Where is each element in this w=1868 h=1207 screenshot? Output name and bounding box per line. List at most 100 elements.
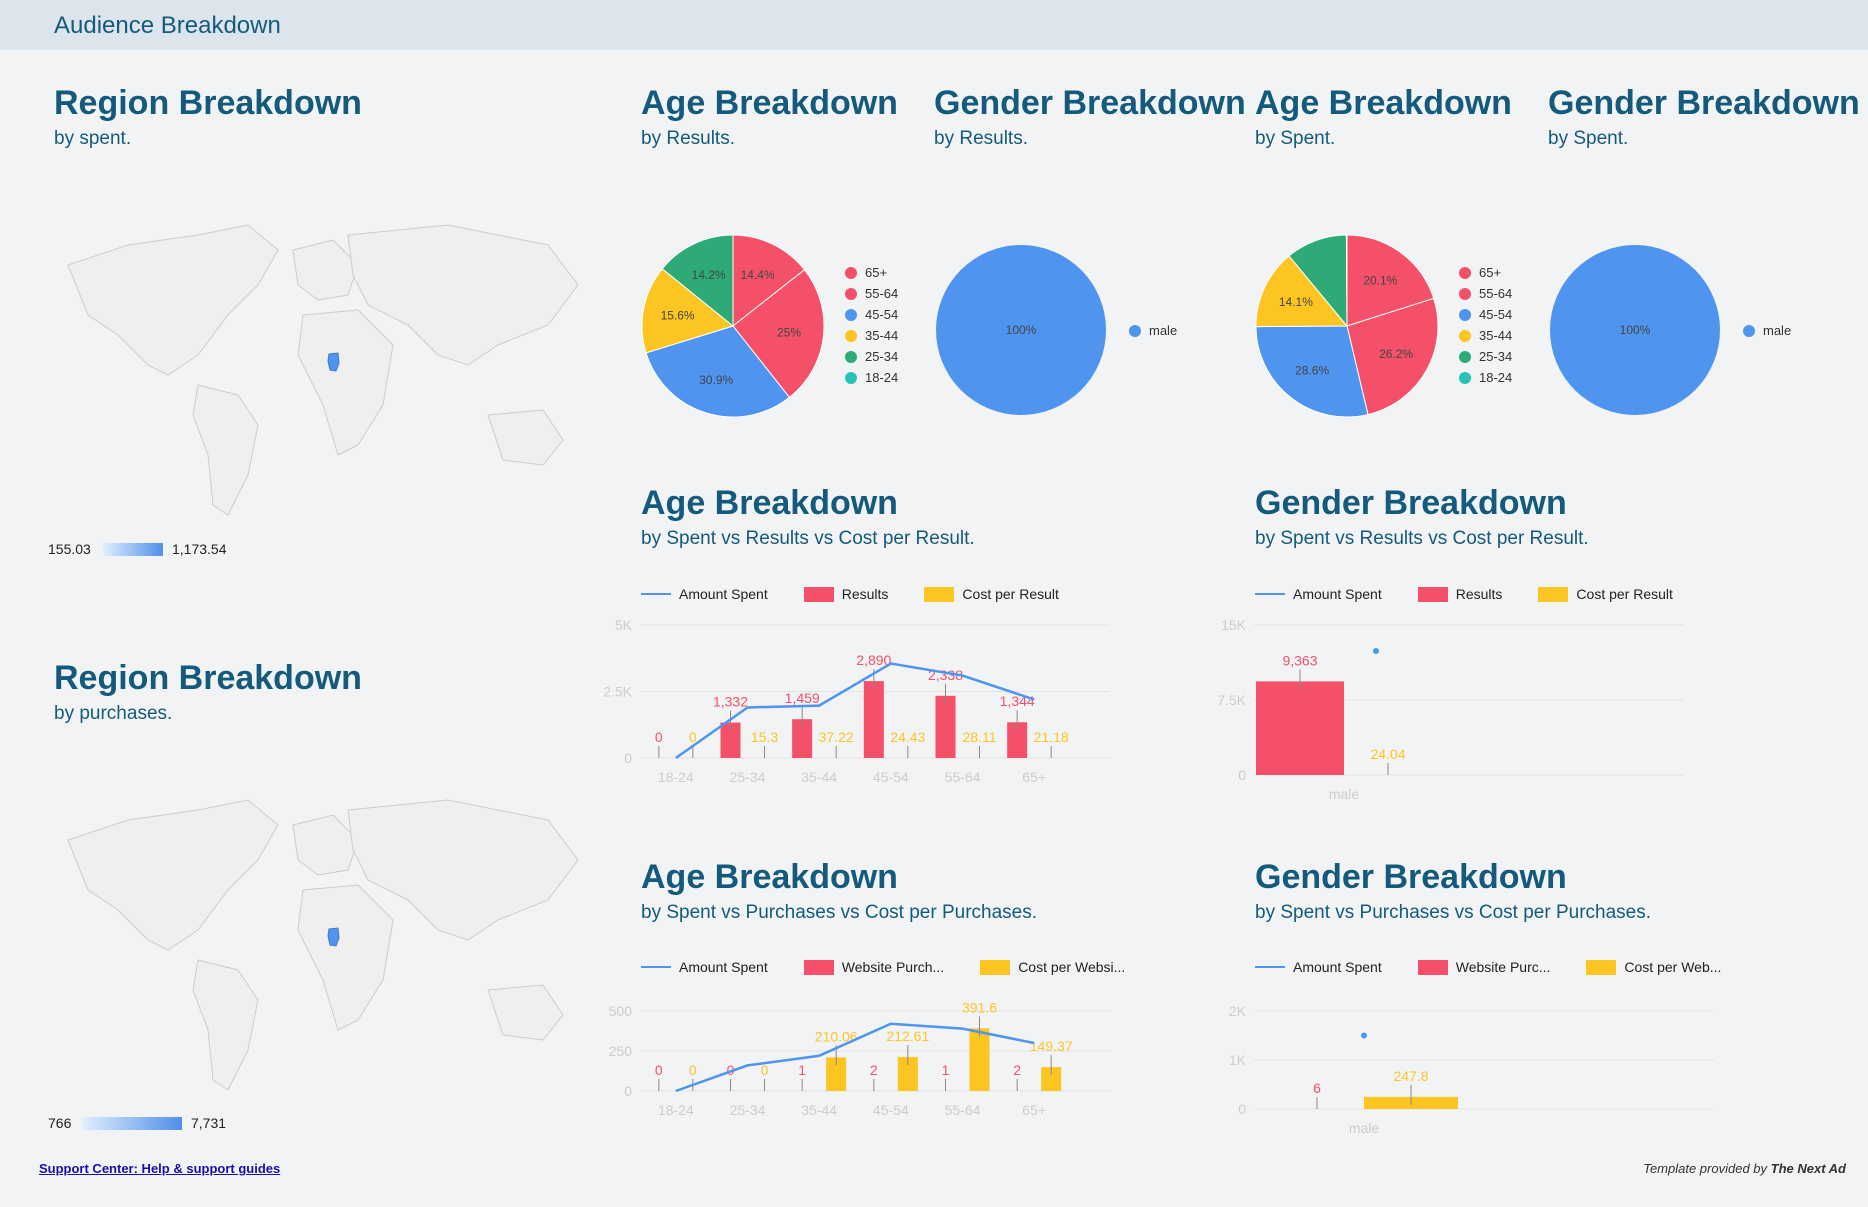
- pie-slice-25-34[interactable]: [661, 234, 734, 328]
- bar-secondary-55-64[interactable]: [969, 1028, 990, 1091]
- pie-slice-55-64[interactable]: [1346, 297, 1439, 416]
- pie-legend-item-55-64: 55-64: [845, 283, 898, 304]
- bar-secondary-35-44[interactable]: [826, 1057, 847, 1091]
- point-amount-spent[interactable]: [1373, 648, 1379, 654]
- pie-legend-label: 35-44: [865, 328, 899, 343]
- age-combo2-legend: Amount Spent Website Purch... Cost per W…: [641, 959, 1155, 975]
- spent-scale-min: 155.03: [48, 541, 91, 557]
- y-tick-label: 0: [624, 1083, 632, 1099]
- credit-brand: The Next Ad: [1770, 1161, 1846, 1176]
- x-tick-label: 65+: [1022, 769, 1046, 785]
- pie-legend-label: 18-24: [1479, 370, 1513, 385]
- data-label: 0: [689, 729, 697, 745]
- region-spent-title: Region Breakdown: [54, 84, 362, 122]
- pie-label-55-64: 26.2%: [1379, 347, 1413, 361]
- world-map-purchases[interactable]: [48, 780, 588, 1110]
- legend-amount-spent: Amount Spent: [1293, 586, 1382, 602]
- pie-gender-spent[interactable]: 100%: [1548, 243, 1722, 417]
- support-center-link[interactable]: Support Center: Help & support guides: [39, 1161, 281, 1176]
- legend-amount-spent: Amount Spent: [1293, 959, 1382, 975]
- pie-gender-results[interactable]: 100%: [934, 243, 1108, 417]
- pie-slice-male[interactable]: [936, 245, 1106, 415]
- gender-combo2-legend: Amount Spent Website Purc... Cost per We…: [1255, 959, 1751, 975]
- highlight-germany-shape: [327, 927, 340, 947]
- bar-primary-male[interactable]: [1256, 681, 1344, 775]
- gender-results-subtitle: by Results.: [934, 128, 1028, 149]
- pie-slice-65+[interactable]: [1346, 234, 1435, 327]
- data-label: 9,363: [1282, 652, 1317, 668]
- pie-gender-spent-legend: male: [1743, 320, 1791, 341]
- pie-label-55-64: 25%: [777, 326, 801, 340]
- legend-dot-icon: [1743, 324, 1755, 337]
- south-america-shape: [192, 384, 259, 516]
- x-tick-label: 55-64: [945, 769, 981, 785]
- x-tick-label: 18-24: [658, 1102, 694, 1118]
- data-label: 1: [942, 1062, 950, 1078]
- pie-legend-item-45-54: 45-54: [845, 304, 898, 325]
- pie-legend-label: 45-54: [1479, 307, 1513, 322]
- pie-label-65+: 20.1%: [1363, 273, 1397, 287]
- line-amount-spent[interactable]: [675, 1022, 1035, 1093]
- pie-label-35-44: 14.1%: [1279, 295, 1313, 309]
- data-label: 149.37: [1030, 1038, 1073, 1054]
- gender-combo1-legend: Amount Spent Results Cost per Result: [1255, 586, 1703, 602]
- pie-slice-35-44[interactable]: [1255, 255, 1349, 328]
- data-label: 212.61: [886, 1028, 929, 1044]
- pie-age-results[interactable]: 14.4% 25% 30.9% 15.6% 14.2%: [640, 233, 826, 419]
- australia-shape: [487, 984, 564, 1041]
- pie-slice-65+[interactable]: [732, 234, 806, 328]
- combo-gender-results-chart[interactable]: 15K 7.5K 0 male 9,363 24.04: [1194, 610, 1684, 802]
- pie-slice-35-44[interactable]: [641, 268, 735, 354]
- legend-amount-spent: Amount Spent: [679, 586, 768, 602]
- legend-dot-icon: [845, 287, 857, 300]
- legend-website-purchases: Website Purc...: [1455, 959, 1551, 975]
- purchases-scale-bar: [82, 1117, 182, 1130]
- bar-primary-35-44[interactable]: [792, 719, 813, 758]
- pie-age-spent[interactable]: 20.1% 26.2% 28.6% 14.1%: [1254, 233, 1440, 419]
- data-label: 0: [655, 729, 663, 745]
- y-tick-label: 7.5K: [1217, 692, 1246, 708]
- combo-gender-purchases-chart[interactable]: 2K 1K 0 male 6 247.8: [1194, 985, 1714, 1136]
- age-combo2-subtitle: by Spent vs Purchases vs Cost per Purcha…: [641, 902, 1038, 923]
- line-amount-spent[interactable]: [675, 662, 1035, 760]
- y-tick-label: 5K: [615, 617, 633, 633]
- pie-legend-item-25-34: 25-34: [1459, 346, 1512, 367]
- purchases-scale-max: 7,731: [191, 1115, 227, 1131]
- pie-legend-item-45-54: 45-54: [1459, 304, 1512, 325]
- point-amount-spent[interactable]: [1361, 1032, 1367, 1039]
- pie-slice-male[interactable]: [1550, 245, 1720, 415]
- pie-legend-label: male: [1149, 323, 1178, 338]
- bar-secondary-65+[interactable]: [1041, 1067, 1062, 1091]
- bar-primary-65+[interactable]: [1007, 722, 1028, 758]
- gender-results-title: Gender Breakdown: [934, 84, 1246, 122]
- pie-slice-18-24[interactable]: [1345, 234, 1348, 327]
- bar-primary-25-34[interactable]: [720, 722, 741, 758]
- pie-label-male: 100%: [1006, 323, 1037, 337]
- legend-amount-spent: Amount Spent: [679, 959, 768, 975]
- y-tick-label: 0: [1238, 767, 1246, 783]
- pie-gender-results-legend: male: [1129, 320, 1177, 341]
- pie-slice-45-54[interactable]: [645, 325, 791, 418]
- purchases-scale-min: 766: [48, 1115, 72, 1131]
- gender-combo2-title: Gender Breakdown: [1255, 858, 1567, 896]
- legend-cost-per-website: Cost per Web...: [1624, 959, 1722, 975]
- data-label: 37.22: [819, 729, 854, 745]
- pie-legend-label: 55-64: [865, 286, 899, 301]
- pie-legend-label: 65+: [1479, 265, 1502, 280]
- pie-slice-45-54[interactable]: [1255, 325, 1369, 418]
- pie-legend-item-25-34: 25-34: [845, 346, 898, 367]
- spent-scale-max: 1,173.54: [172, 541, 227, 557]
- x-tick-label: 65+: [1022, 1102, 1046, 1118]
- bar-primary-45-54[interactable]: [863, 681, 884, 758]
- data-label: 0: [761, 1062, 769, 1078]
- pie-legend-item-55-64: 55-64: [1459, 283, 1512, 304]
- combo-age-results-chart[interactable]: 5K 2.5K 0 18-24 25-34 35-44 45-54 55-64 65+ 0 1,33…: [580, 610, 1110, 790]
- pie-slice-55-64[interactable]: [732, 269, 825, 399]
- legend-cost-per-result: Cost per Result: [962, 586, 1059, 602]
- data-label: 21.18: [1034, 729, 1069, 745]
- bar-primary-55-64[interactable]: [935, 695, 956, 758]
- bar-secondary-45-54[interactable]: [897, 1056, 918, 1091]
- world-map-spent[interactable]: [48, 205, 588, 535]
- age-combo1-subtitle: by Spent vs Results vs Cost per Result.: [641, 528, 975, 549]
